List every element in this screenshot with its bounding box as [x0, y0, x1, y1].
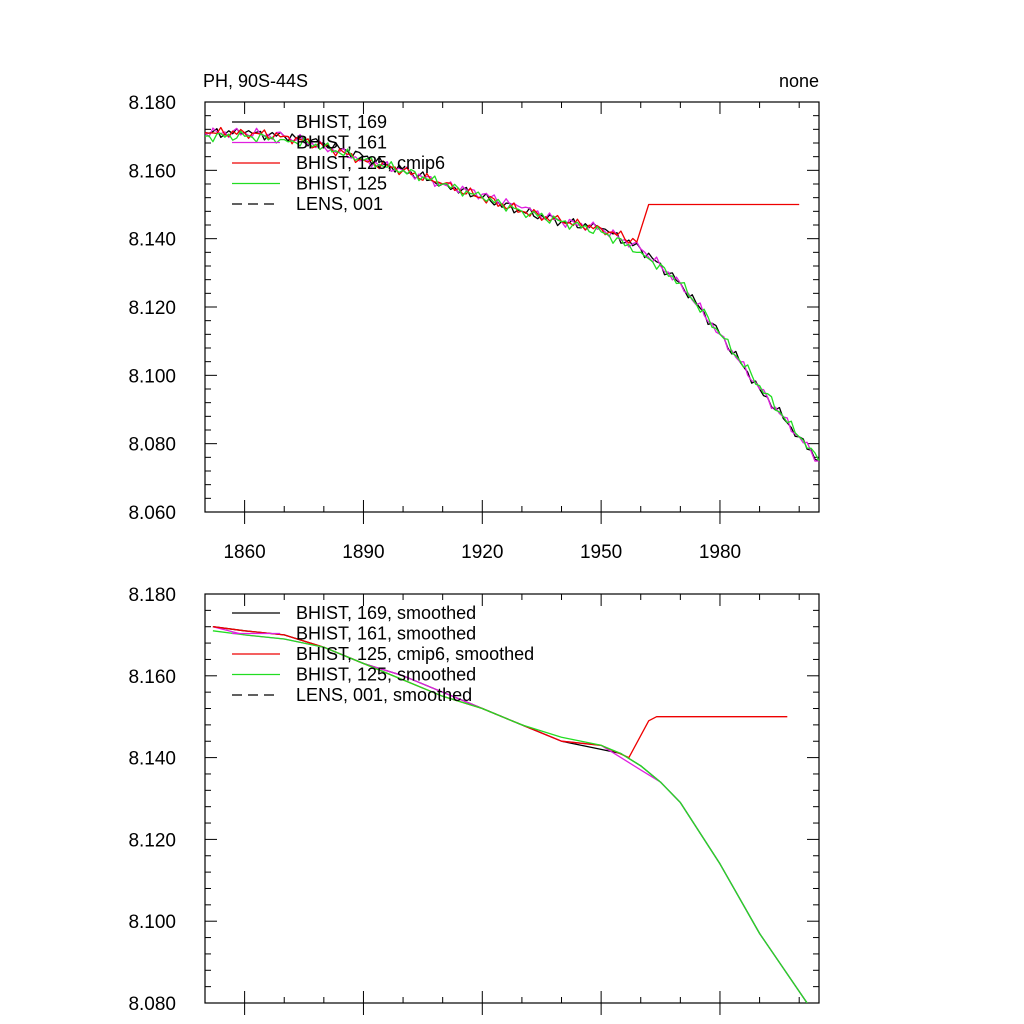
- legend-label-2: BHIST, 161: [296, 133, 387, 153]
- y-tick-label: 8.160: [128, 667, 176, 688]
- y-tick-label: 8.100: [128, 912, 176, 933]
- series-line-4: [212, 630, 808, 1003]
- legend-label-4: BHIST, 125: [296, 174, 387, 194]
- legend-label-5: LENS, 001, smoothed: [296, 685, 472, 705]
- series-line-3: [205, 126, 800, 244]
- chart-title: PH, 90S-44S: [203, 71, 308, 91]
- series-lines: [212, 626, 808, 1003]
- y-tick-label: 8.180: [128, 93, 176, 114]
- x-tick-label: 1920: [461, 542, 503, 563]
- chart-panel-2: 8.080 8.100 8.120 8.140 8.160 8.180 BHIST, 169…: [128, 585, 820, 1015]
- y-tick-label: 8.140: [128, 749, 176, 770]
- legend-label-3: BHIST, 125, cmip6: [296, 153, 445, 173]
- plot-frame: [204, 593, 820, 1004]
- y-tick-label: 8.060: [128, 503, 176, 524]
- chart-panel-1: 8.060 8.080 8.100 8.120 8.140 8.160 8.180 1860 1…: [128, 71, 820, 563]
- series-lines: [205, 126, 819, 462]
- legend-label-2: BHIST, 161, smoothed: [296, 624, 476, 644]
- y-tick-label: 8.160: [128, 161, 176, 182]
- series-line-4: [205, 130, 819, 462]
- x-tick-label: 1950: [580, 542, 622, 563]
- y-tick-label: 8.180: [128, 585, 176, 606]
- series-line-2: [205, 127, 819, 462]
- y-tick-label: 8.120: [128, 830, 176, 851]
- x-tick-label: 1890: [342, 542, 384, 563]
- y-tick-label: 8.080: [128, 994, 176, 1015]
- y-tick-label: 8.120: [128, 298, 176, 319]
- y-tick-label: 8.080: [128, 435, 176, 456]
- x-tick-label: 1980: [699, 542, 741, 563]
- y-tick-label: 8.100: [128, 366, 176, 387]
- legend-label-4: BHIST, 125, smoothed: [296, 665, 476, 685]
- x-tick-label: 1860: [223, 542, 265, 563]
- chart-title-right: none: [779, 71, 819, 91]
- legend-label-1: BHIST, 169: [296, 112, 387, 132]
- legend-label-1: BHIST, 169, smoothed: [296, 603, 476, 623]
- y-tick-label: 8.140: [128, 230, 176, 251]
- legend-label-3: BHIST, 125, cmip6, smoothed: [296, 644, 534, 664]
- legend-label-5: LENS, 001: [296, 194, 383, 214]
